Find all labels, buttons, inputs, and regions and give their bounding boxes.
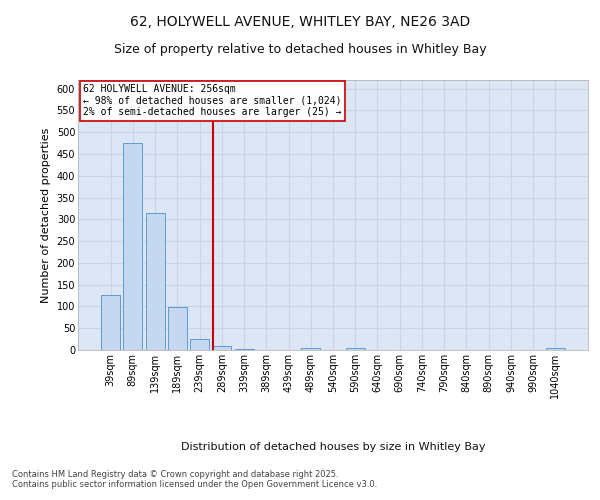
Bar: [124, 143, 142, 350]
Bar: [346, 348, 365, 350]
Bar: [546, 348, 565, 350]
Text: Distribution of detached houses by size in Whitley Bay: Distribution of detached houses by size …: [181, 442, 485, 452]
Bar: [212, 346, 231, 350]
Y-axis label: Number of detached properties: Number of detached properties: [41, 128, 51, 302]
Text: 62, HOLYWELL AVENUE, WHITLEY BAY, NE26 3AD: 62, HOLYWELL AVENUE, WHITLEY BAY, NE26 3…: [130, 15, 470, 29]
Bar: [146, 213, 164, 350]
Text: Size of property relative to detached houses in Whitley Bay: Size of property relative to detached ho…: [113, 42, 487, 56]
Text: 62 HOLYWELL AVENUE: 256sqm
← 98% of detached houses are smaller (1,024)
2% of se: 62 HOLYWELL AVENUE: 256sqm ← 98% of deta…: [83, 84, 341, 117]
Bar: [301, 348, 320, 350]
Bar: [168, 307, 187, 350]
Text: Contains HM Land Registry data © Crown copyright and database right 2025.
Contai: Contains HM Land Registry data © Crown c…: [12, 470, 377, 490]
Bar: [235, 349, 254, 350]
Bar: [190, 339, 209, 350]
Bar: [101, 294, 120, 350]
